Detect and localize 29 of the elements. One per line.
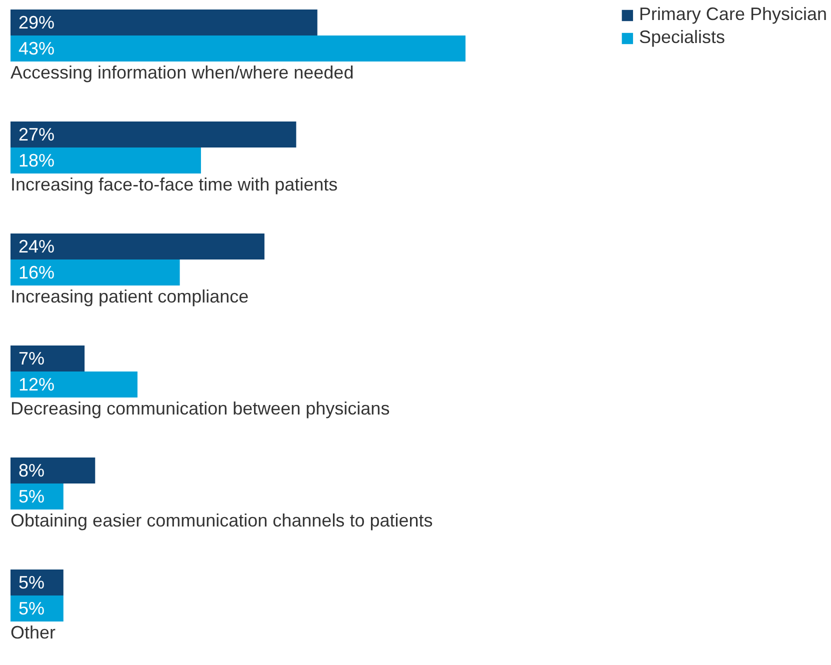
bar	[10, 148, 201, 174]
data-label: 7%	[18, 348, 45, 368]
data-label: 12%	[18, 374, 55, 394]
data-label: 5%	[18, 598, 45, 618]
y-tick-label: Increasing patient compliance	[10, 286, 249, 306]
data-label: 43%	[18, 38, 55, 58]
bar	[10, 372, 138, 398]
bar	[10, 458, 96, 484]
bar	[10, 10, 318, 36]
y-tick-label: Increasing face-to-face time with patients	[10, 174, 338, 194]
bar	[10, 234, 264, 260]
y-tick-label: Accessing information when/where needed	[10, 62, 354, 82]
data-label: 27%	[18, 124, 55, 144]
bar	[10, 346, 85, 372]
data-label: 18%	[18, 150, 55, 170]
data-label: 8%	[18, 460, 45, 480]
legend-label: Specialists	[638, 27, 725, 48]
y-tick-label: Other	[10, 622, 56, 642]
data-label: 5%	[18, 572, 45, 592]
y-tick-label: Decreasing communication between physicians	[10, 398, 390, 418]
data-label: 24%	[18, 236, 55, 256]
y-tick-label: Obtaining easier communication channels to patients	[10, 510, 433, 530]
data-label: 29%	[18, 12, 55, 32]
bar	[10, 122, 296, 148]
bar	[10, 36, 466, 62]
legend-label: Primary Care Physician	[638, 4, 827, 25]
bar	[10, 260, 180, 286]
data-label: 16%	[18, 262, 55, 282]
data-label: 5%	[18, 486, 45, 506]
